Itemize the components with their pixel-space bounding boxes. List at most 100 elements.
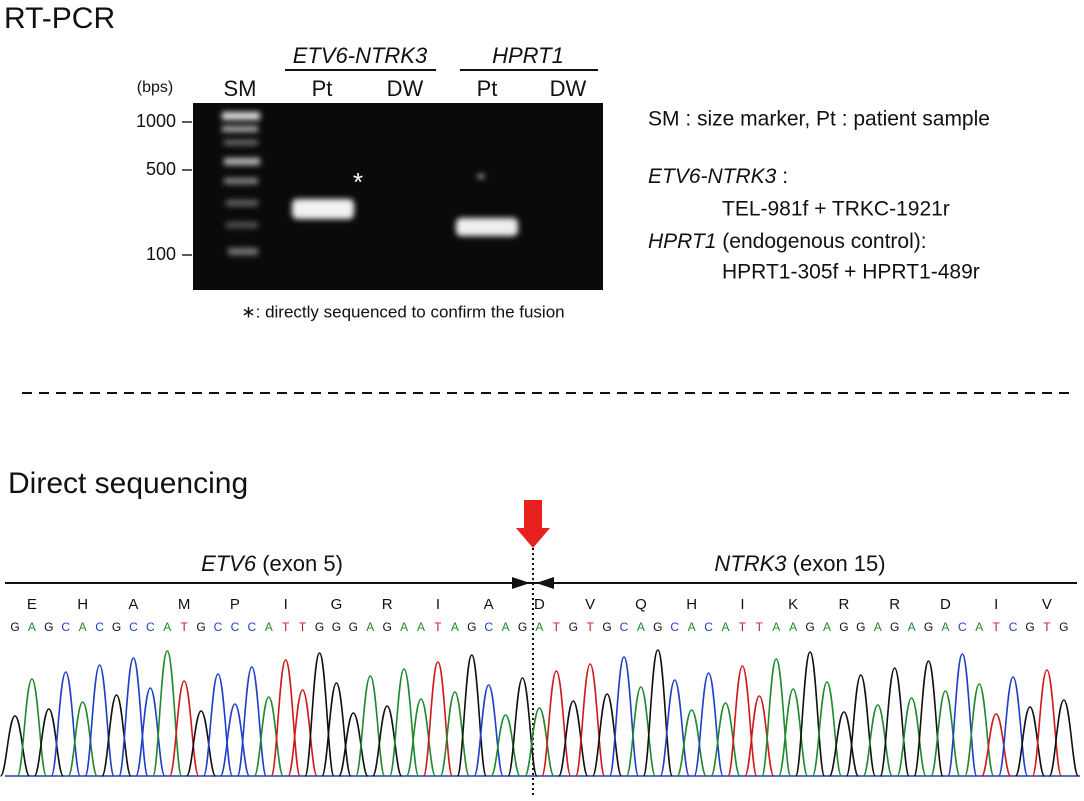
gene: NTRK3 xyxy=(714,551,787,576)
trace-peak xyxy=(862,704,893,777)
trace-peak xyxy=(16,678,48,777)
nucleotide: G xyxy=(569,620,578,634)
nucleotide: A xyxy=(823,620,831,634)
trace-peak xyxy=(947,653,978,777)
nucleotide: C xyxy=(484,620,493,634)
nucleotide: C xyxy=(95,620,104,634)
nucleotide: T xyxy=(992,620,1000,634)
junction-arrow xyxy=(516,500,550,548)
amino-acid: R xyxy=(382,596,393,613)
amino-acid: V xyxy=(585,596,595,613)
lane-label: DW xyxy=(550,76,587,101)
legend-line: HPRT1 (endogenous control): xyxy=(648,230,927,253)
gel-bands xyxy=(222,112,518,255)
trace-peak xyxy=(507,677,538,777)
amino-acid: Q xyxy=(635,596,647,613)
amino-acid: A xyxy=(484,596,494,613)
nucleotide: A xyxy=(502,620,510,634)
nucleotide: G xyxy=(1025,620,1034,634)
nucleotide: G xyxy=(1059,620,1068,634)
amino-acid: I xyxy=(994,596,998,613)
lane-label: Pt xyxy=(477,76,498,101)
nucleotide: C xyxy=(247,620,256,634)
seq-title: Direct sequencing xyxy=(8,467,248,500)
nucleotide: T xyxy=(434,620,442,634)
amino-acid: K xyxy=(788,596,798,613)
trace-peak xyxy=(608,656,640,777)
trace-peak xyxy=(541,670,572,777)
legend-text: : xyxy=(776,165,788,188)
trace-peak xyxy=(1048,699,1080,777)
exon-label: NTRK3 (exon 15) xyxy=(714,551,885,576)
amino-acid: A xyxy=(128,596,138,613)
trace-peak xyxy=(67,701,98,777)
nucleotide: T xyxy=(586,620,594,634)
gel xyxy=(193,103,603,290)
nucleotide: A xyxy=(941,620,949,634)
trace-peak xyxy=(490,714,521,777)
trace-peak xyxy=(202,673,234,777)
size-label: 500 xyxy=(146,159,176,179)
trace-peak xyxy=(253,696,284,777)
nucleotide: A xyxy=(688,620,696,634)
trace-peak xyxy=(930,690,961,777)
nucleotide: G xyxy=(10,620,19,634)
trace-peak xyxy=(371,705,403,777)
nucleotide: A xyxy=(874,620,882,634)
trace-peak xyxy=(355,675,386,777)
trace-peak xyxy=(152,650,183,777)
nucleotide: C xyxy=(670,620,679,634)
trace-peak xyxy=(388,668,420,777)
trace-peak xyxy=(219,703,251,777)
nucleotide: T xyxy=(299,620,307,634)
nucleotide: G xyxy=(856,620,865,634)
amino-acid: E xyxy=(27,596,37,613)
nucleotide: G xyxy=(890,620,899,634)
nucleotide: A xyxy=(79,620,87,634)
trace-peak xyxy=(761,658,792,777)
nucleotide: G xyxy=(805,620,814,634)
nucleotide: T xyxy=(739,620,747,634)
nucleotide: C xyxy=(214,620,223,634)
nucleotide: C xyxy=(61,620,70,634)
trace-peak xyxy=(422,661,454,777)
trace-peak xyxy=(50,671,81,777)
trace-peak xyxy=(118,657,149,777)
trace-peak xyxy=(236,666,268,777)
nucleotide: A xyxy=(400,620,408,634)
legend-line: SM : size marker, Pt : patient sample xyxy=(648,108,990,131)
exon-label: ETV6 (exon 5) xyxy=(201,551,343,576)
trace-peak xyxy=(676,709,707,777)
trace-peak xyxy=(405,698,437,777)
trace-peak xyxy=(287,689,318,777)
trace-peak xyxy=(980,713,1012,777)
amino-acid: H xyxy=(686,596,697,613)
nucleotide: G xyxy=(349,620,358,634)
trace-peak xyxy=(913,660,944,777)
trace-peak xyxy=(185,710,217,777)
trace-peak xyxy=(33,708,65,777)
amino-acid: R xyxy=(838,596,849,613)
nucleotide: A xyxy=(451,620,459,634)
trace-peak xyxy=(270,659,301,777)
amino-acid: M xyxy=(178,596,191,613)
trace-peak xyxy=(304,652,335,777)
nucleotide: C xyxy=(1009,620,1018,634)
trace-peak xyxy=(811,681,843,777)
amino-acid: P xyxy=(230,596,240,613)
exon-arrowheads xyxy=(512,577,554,589)
nucleotide: A xyxy=(908,620,916,634)
trace-peak xyxy=(574,663,606,777)
lane-label: Pt xyxy=(312,76,333,101)
amino-acid: D xyxy=(534,596,545,613)
nucleotide: G xyxy=(653,620,662,634)
legend-line: ETV6-NTRK3 : xyxy=(648,165,788,188)
nucleotide: A xyxy=(366,620,374,634)
nucleotide: C xyxy=(704,620,713,634)
nucleotide: A xyxy=(975,620,983,634)
nucleotide: A xyxy=(772,620,780,634)
legend-gene: ETV6-NTRK3 xyxy=(648,165,777,188)
amino-acid: I xyxy=(436,596,440,613)
size-label: 100 xyxy=(146,244,176,264)
